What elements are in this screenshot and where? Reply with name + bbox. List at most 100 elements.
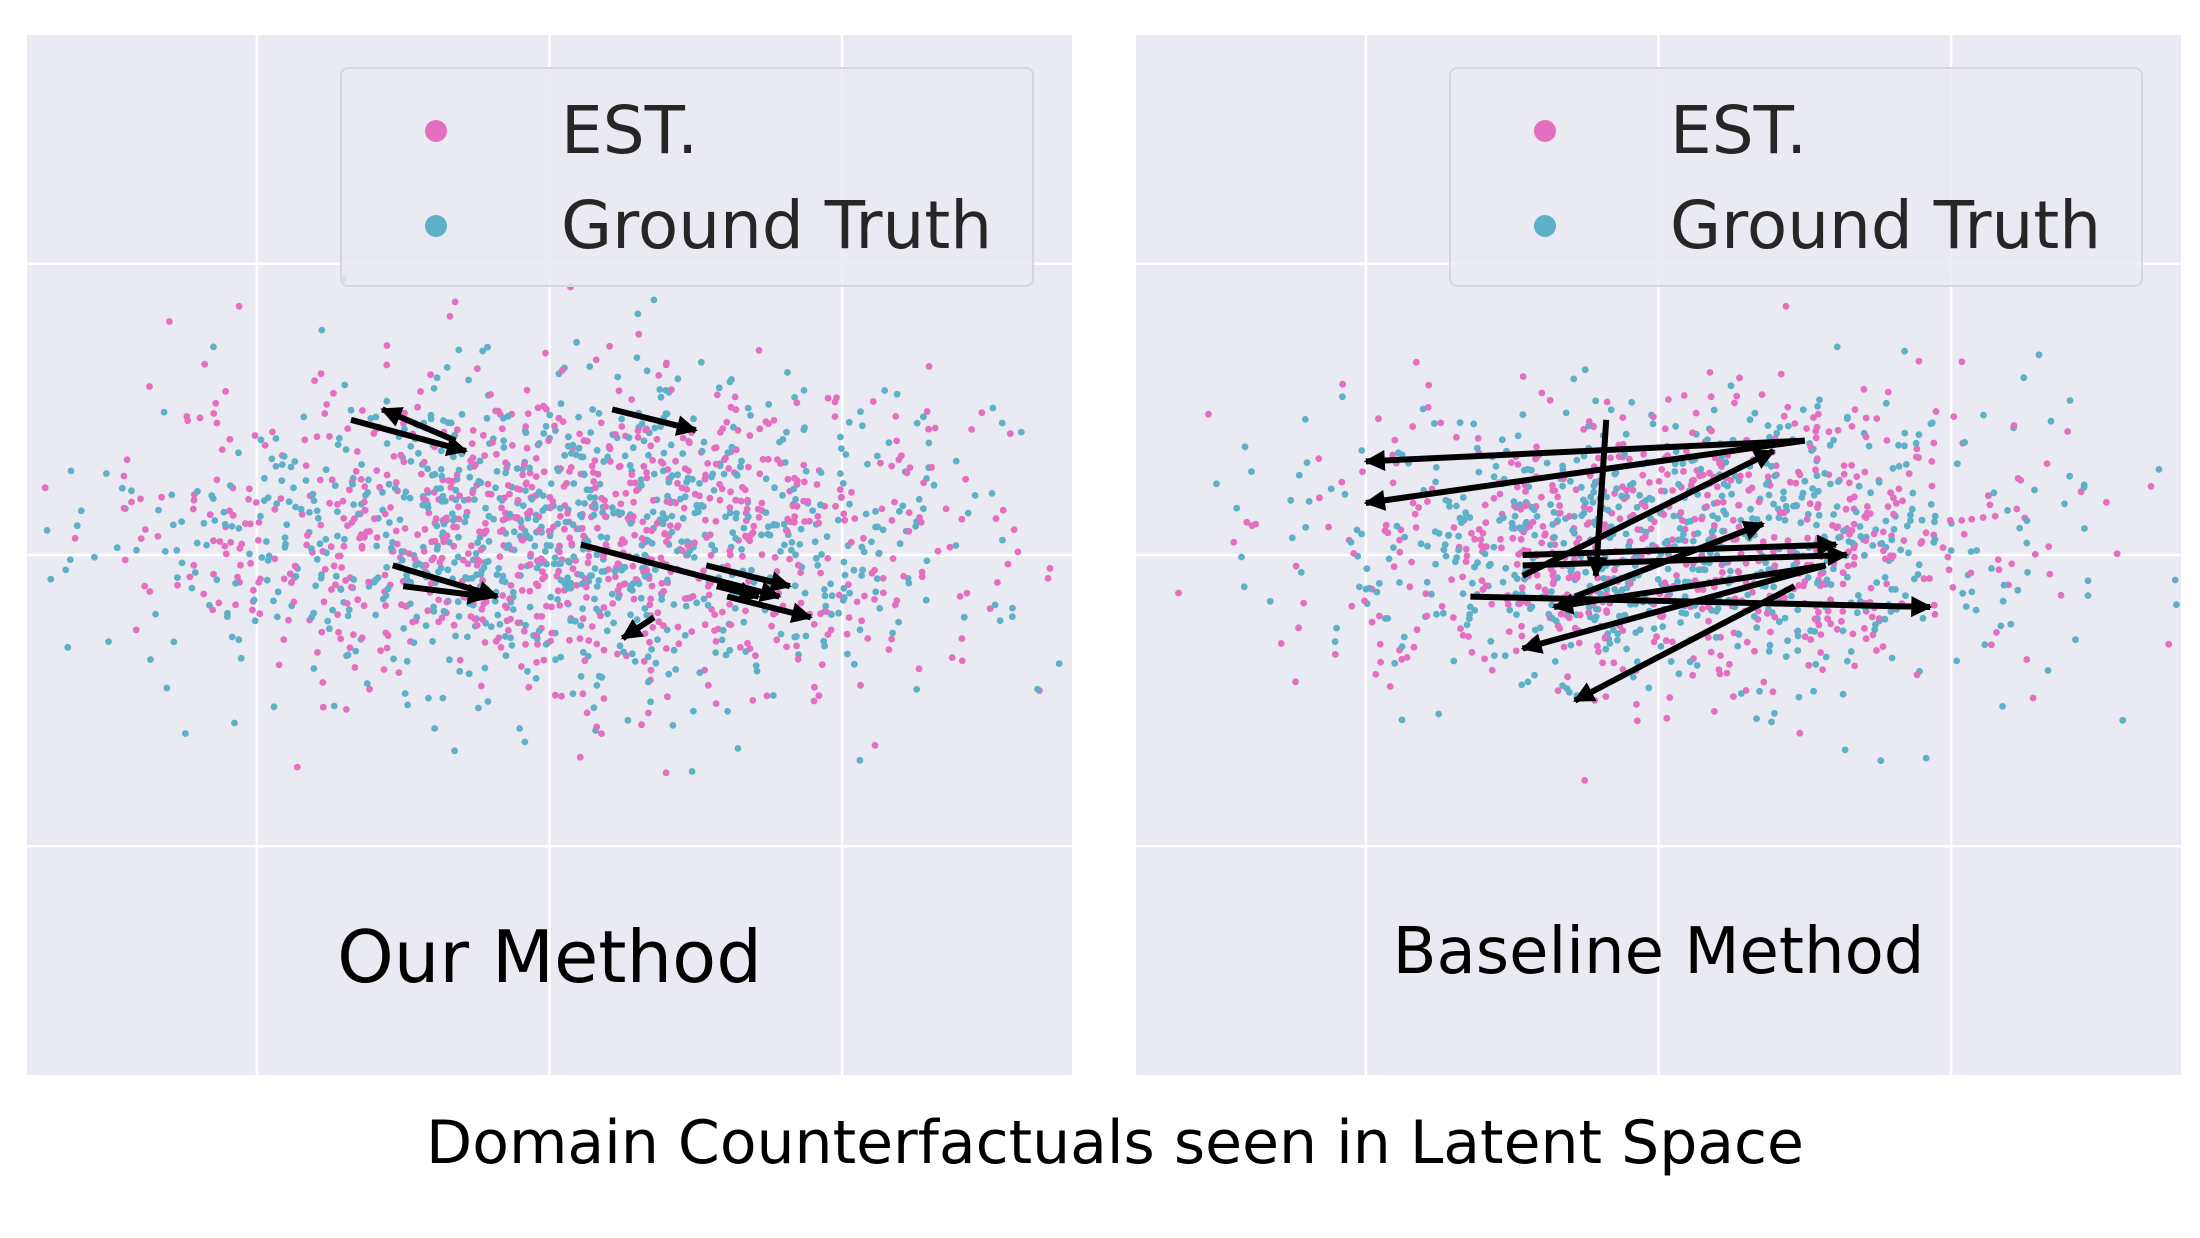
point-ground-truth: [1612, 469, 1620, 477]
point-est: [662, 361, 670, 369]
point-est: [526, 469, 534, 477]
point-ground-truth: [1813, 521, 1820, 529]
point-est: [41, 484, 49, 492]
point-est: [1814, 534, 1822, 542]
point-ground-truth: [2173, 601, 2180, 608]
point-ground-truth: [776, 438, 783, 446]
point-est: [568, 540, 576, 547]
point-est: [712, 638, 720, 645]
point-est: [864, 635, 872, 642]
point-est: [704, 681, 712, 689]
point-ground-truth: [1751, 409, 1759, 417]
point-ground-truth: [1695, 566, 1703, 574]
point-est: [1541, 586, 1549, 594]
point-est: [948, 654, 956, 661]
point-est: [2064, 428, 2072, 435]
point-est: [1488, 666, 1496, 674]
point-est: [360, 602, 368, 609]
point-est: [405, 550, 413, 557]
point-ground-truth: [645, 451, 652, 459]
point-est: [1410, 643, 1418, 651]
point-est: [733, 446, 740, 454]
point-est: [773, 568, 781, 575]
point-ground-truth: [329, 606, 336, 614]
point-est: [1713, 499, 1721, 507]
point-est: [1382, 521, 1390, 529]
point-ground-truth: [282, 540, 289, 548]
point-est: [1879, 528, 1887, 536]
point-est: [1883, 437, 1891, 444]
point-ground-truth: [350, 501, 358, 508]
point-est: [1590, 423, 1597, 431]
point-est: [1409, 423, 1417, 430]
point-ground-truth: [1972, 606, 1980, 614]
point-ground-truth: [456, 667, 464, 675]
point-ground-truth: [1611, 586, 1619, 593]
point-ground-truth: [412, 561, 419, 569]
point-est: [2023, 656, 2031, 663]
point-est: [532, 455, 540, 462]
point-ground-truth: [302, 477, 310, 484]
point-est: [1594, 642, 1601, 650]
point-est: [499, 516, 507, 524]
point-est: [210, 537, 217, 545]
point-ground-truth: [1914, 571, 1922, 578]
point-est: [543, 602, 550, 610]
point-ground-truth: [500, 444, 508, 451]
point-est: [1389, 451, 1397, 459]
point-ground-truth: [554, 596, 561, 603]
point-est: [1807, 636, 1815, 643]
point-ground-truth: [1531, 626, 1539, 634]
point-est: [666, 522, 674, 529]
point-ground-truth: [502, 652, 510, 659]
point-est: [566, 534, 574, 542]
point-est: [550, 523, 557, 531]
point-est: [630, 498, 637, 506]
point-ground-truth: [1571, 529, 1578, 537]
point-est: [622, 489, 630, 497]
point-est: [1944, 553, 1952, 561]
point-est: [440, 516, 448, 524]
point-ground-truth: [169, 521, 177, 529]
point-ground-truth: [827, 580, 834, 588]
point-ground-truth: [577, 453, 585, 461]
point-ground-truth: [684, 474, 692, 482]
point-ground-truth: [1902, 461, 1910, 468]
point-ground-truth: [1440, 546, 1448, 554]
point-ground-truth: [1990, 489, 1998, 497]
point-est: [784, 528, 791, 535]
point-est: [1812, 466, 1819, 474]
point-ground-truth: [667, 441, 675, 449]
point-est: [958, 635, 966, 642]
point-ground-truth: [784, 369, 791, 376]
point-est: [649, 623, 657, 631]
point-est: [249, 586, 257, 594]
point-est: [1390, 563, 1398, 571]
point-est: [455, 503, 462, 511]
point-est: [1601, 521, 1609, 528]
point-ground-truth: [118, 484, 126, 492]
point-ground-truth: [1767, 462, 1775, 470]
point-est: [120, 504, 128, 512]
point-ground-truth: [133, 546, 140, 554]
point-ground-truth: [905, 579, 913, 587]
point-est: [712, 517, 720, 525]
point-ground-truth: [611, 567, 619, 575]
point-ground-truth: [1821, 533, 1828, 541]
point-ground-truth: [590, 704, 598, 712]
point-ground-truth: [2171, 576, 2179, 584]
point-est: [532, 473, 540, 480]
point-ground-truth: [1919, 614, 1927, 622]
point-ground-truth: [504, 412, 512, 420]
point-est: [1813, 455, 1821, 463]
point-ground-truth: [1895, 462, 1903, 470]
point-est: [1680, 468, 1687, 475]
point-ground-truth: [318, 326, 326, 334]
point-est: [2014, 475, 2022, 482]
point-est: [1698, 605, 1706, 613]
point-ground-truth: [1559, 462, 1566, 470]
point-est: [1372, 671, 1380, 678]
point-ground-truth: [446, 656, 453, 664]
point-ground-truth: [1782, 502, 1790, 510]
point-est: [520, 461, 528, 468]
